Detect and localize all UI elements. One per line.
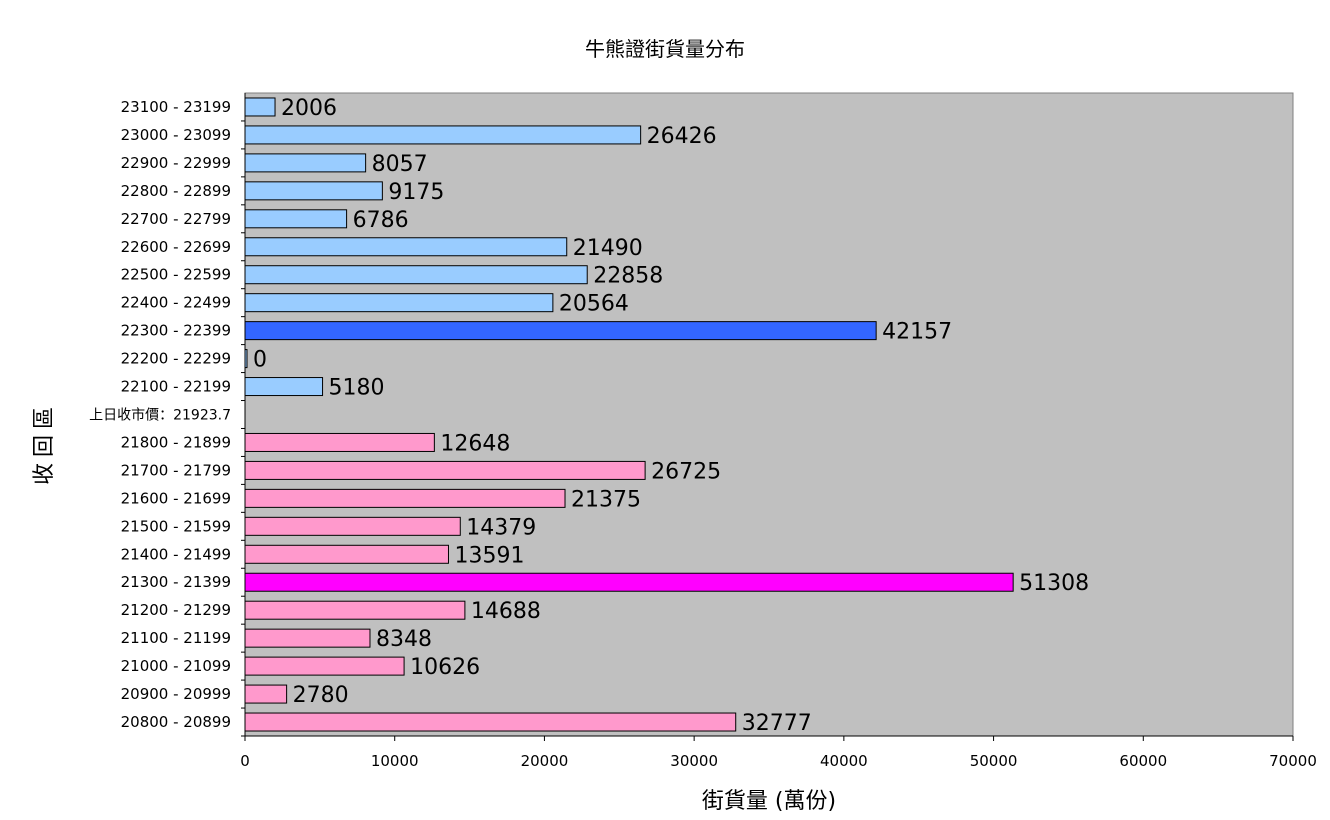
bar <box>244 377 324 397</box>
value-label: 26725 <box>651 459 721 484</box>
category-label: 22500 - 22599 <box>121 266 231 284</box>
category-label: 22900 - 22999 <box>121 154 231 172</box>
category-label: 21600 - 21699 <box>121 489 231 507</box>
category-label: 21100 - 21199 <box>121 629 231 647</box>
value-label: 13591 <box>454 543 524 568</box>
value-label: 9175 <box>388 180 444 205</box>
previous-close-label: 上日收市價：21923.7 <box>89 407 231 424</box>
bar <box>244 265 588 285</box>
value-label: 5180 <box>329 376 385 401</box>
bar <box>244 628 371 648</box>
category-label: 23000 - 23099 <box>121 126 231 144</box>
bar <box>244 97 276 117</box>
value-label: 21375 <box>571 487 641 512</box>
bar <box>244 321 877 341</box>
bar <box>244 153 367 173</box>
value-label: 14688 <box>471 599 541 624</box>
x-tick-label: 0 <box>240 752 250 770</box>
category-label: 20800 - 20899 <box>121 713 231 731</box>
category-label: 22300 - 22399 <box>121 322 231 340</box>
bar <box>244 656 405 676</box>
category-label: 23100 - 23199 <box>121 98 231 116</box>
value-label: 26426 <box>647 124 717 149</box>
value-label: 6786 <box>353 208 409 233</box>
category-label: 20900 - 20999 <box>121 685 231 703</box>
bar <box>244 712 737 732</box>
value-label: 12648 <box>440 431 510 456</box>
bar <box>244 181 383 201</box>
value-label: 51308 <box>1019 571 1089 596</box>
bars-layer <box>244 97 1014 732</box>
value-label: 32777 <box>742 711 812 736</box>
category-label: 22100 - 22199 <box>121 378 231 396</box>
x-tick-label: 10000 <box>371 752 419 770</box>
category-label: 22400 - 22499 <box>121 294 231 312</box>
plot-area <box>244 92 1294 737</box>
bar <box>244 572 1014 592</box>
value-label: 2006 <box>281 96 337 121</box>
bar <box>244 488 566 508</box>
value-label: 21490 <box>573 236 643 261</box>
category-label: 21200 - 21299 <box>121 601 231 619</box>
value-label: 10626 <box>410 655 480 680</box>
value-label: 22858 <box>593 264 663 289</box>
bar <box>244 293 554 313</box>
category-label: 22200 - 22299 <box>121 350 231 368</box>
x-tick-label: 20000 <box>521 752 569 770</box>
value-label: 8348 <box>376 627 432 652</box>
category-label: 21800 - 21899 <box>121 433 231 451</box>
category-label: 22800 - 22899 <box>121 182 231 200</box>
category-label: 22700 - 22799 <box>121 210 231 228</box>
value-label: 2780 <box>293 683 349 708</box>
value-label: 14379 <box>466 515 536 540</box>
value-label: 20564 <box>559 292 629 317</box>
category-label: 21700 - 21799 <box>121 461 231 479</box>
category-label: 21400 - 21499 <box>121 545 231 563</box>
bar <box>244 600 466 620</box>
x-axis-title: 街貨量 (萬份) <box>701 789 837 814</box>
value-label: 8057 <box>372 152 428 177</box>
x-tick-label: 40000 <box>820 752 868 770</box>
category-label: 22600 - 22699 <box>121 238 231 256</box>
x-tick-label: 50000 <box>970 752 1018 770</box>
bar <box>244 209 348 229</box>
bar <box>244 237 568 257</box>
value-label: 42157 <box>882 320 952 345</box>
bar <box>244 125 642 145</box>
bar <box>244 516 461 536</box>
category-label: 21500 - 21599 <box>121 517 231 535</box>
bar <box>244 544 449 564</box>
category-label: 21300 - 21399 <box>121 573 231 591</box>
ticks-layer <box>241 120 1294 741</box>
x-tick-label: 30000 <box>670 752 718 770</box>
x-tick-label: 60000 <box>1119 752 1167 770</box>
bar <box>244 684 288 704</box>
value-label: 0 <box>253 348 267 373</box>
bar <box>244 460 646 480</box>
chart-title: 牛熊證街貨量分布 <box>585 37 745 61</box>
labels-layer: 23100 - 23199 2006 23000 - 23099 26426 22900… <box>89 96 1317 770</box>
bar <box>244 432 435 452</box>
x-tick-label: 70000 <box>1269 752 1317 770</box>
category-label: 21000 - 21099 <box>121 657 231 675</box>
